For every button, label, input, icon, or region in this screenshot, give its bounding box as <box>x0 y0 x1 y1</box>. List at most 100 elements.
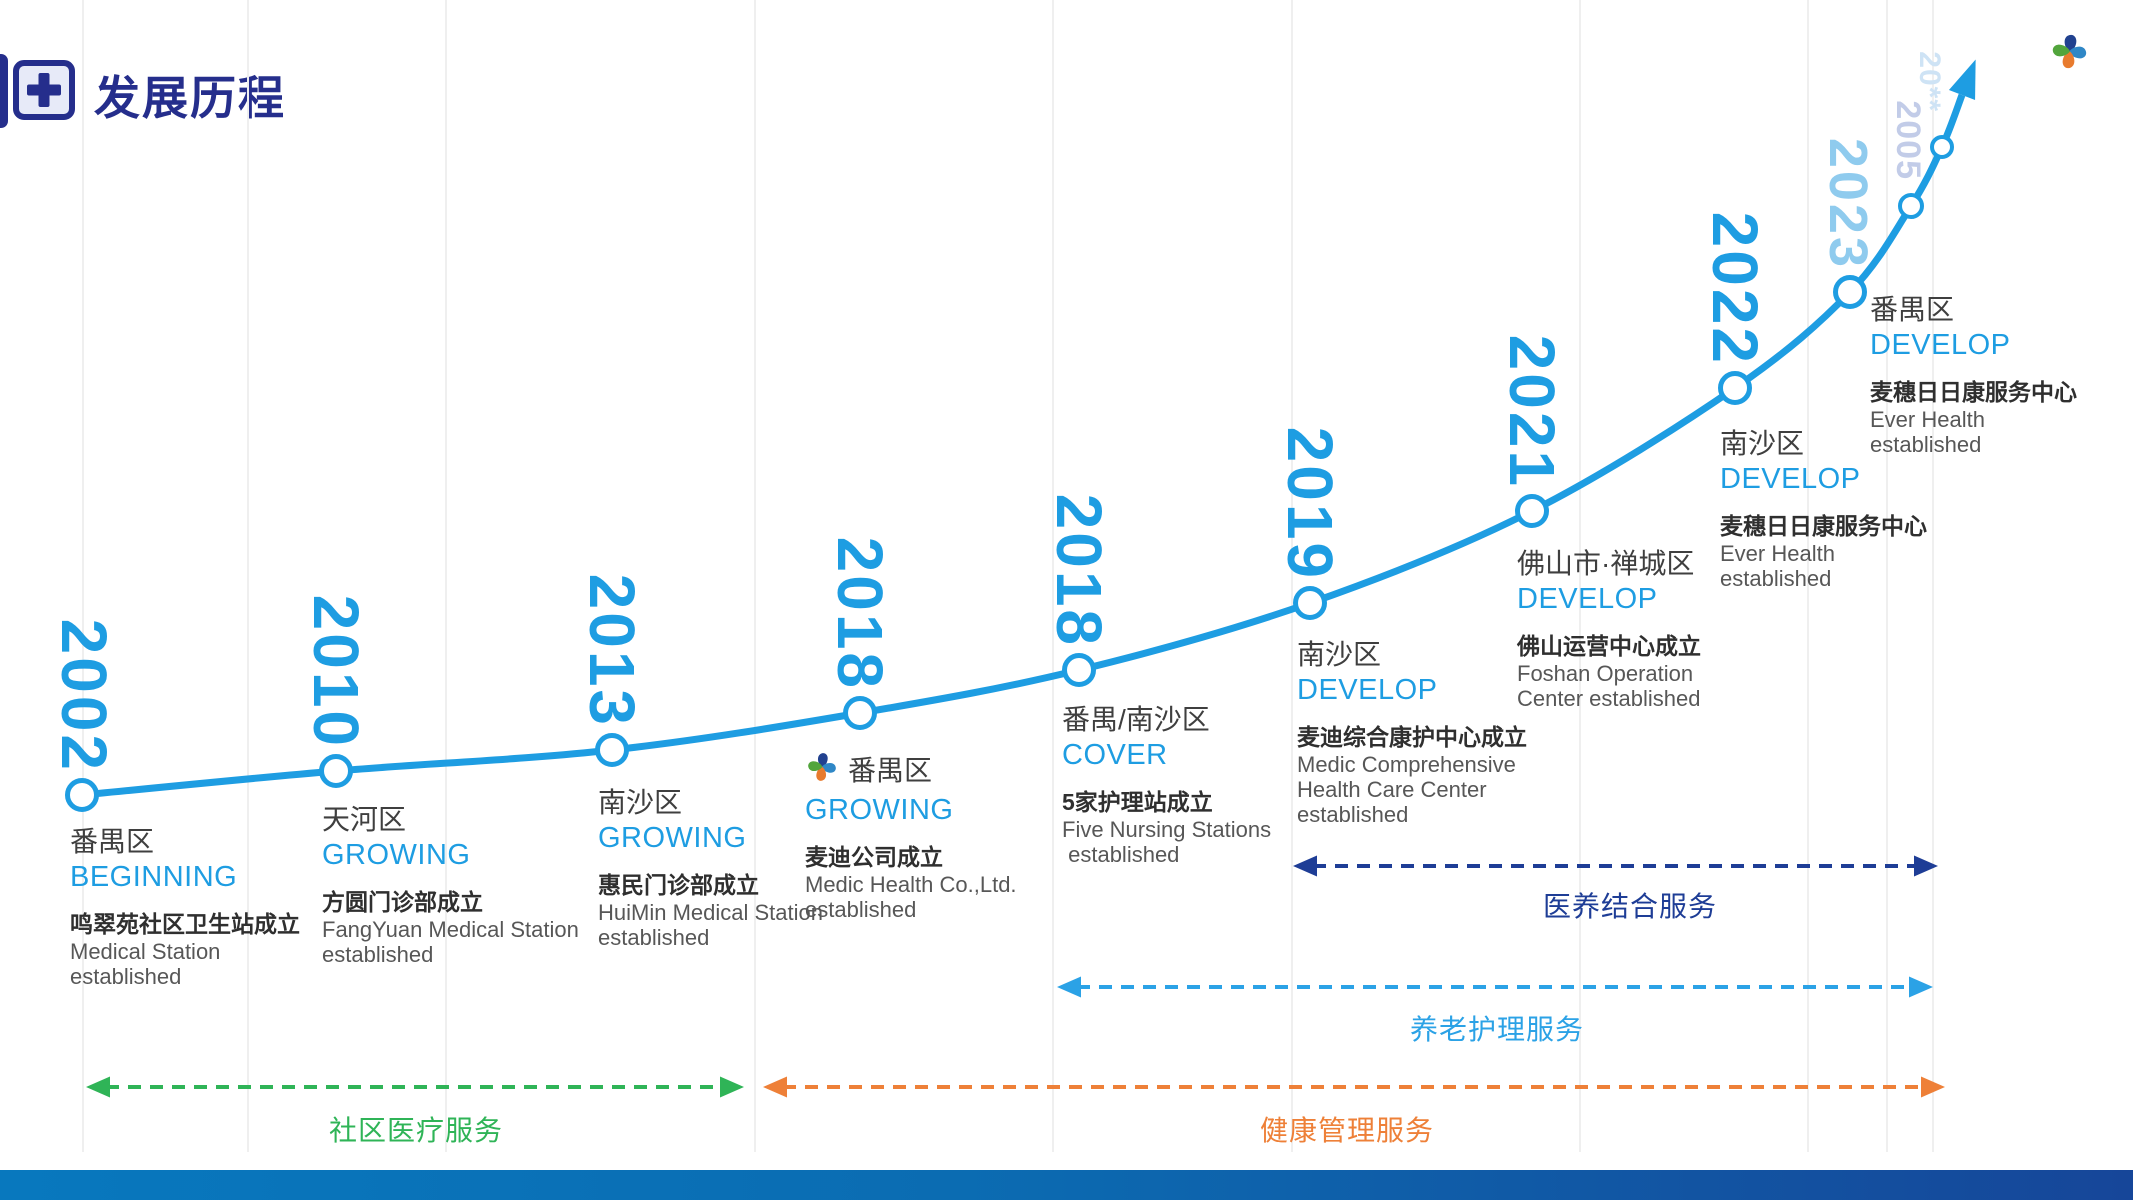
service-arrowhead <box>720 1076 744 1098</box>
milestone-title-zh: 惠民门诊部成立 <box>598 872 759 898</box>
region-label: 番禺区 <box>1870 294 1955 325</box>
milestone-desc-en: established <box>598 925 710 950</box>
future-year-label: 2005 <box>1889 100 1927 180</box>
region-label: 番禺区 <box>70 826 155 857</box>
milestone-circle <box>1718 371 1752 405</box>
growth-curve <box>81 93 1966 799</box>
region-row: 天河区 <box>322 803 579 837</box>
gridline <box>754 0 756 1152</box>
milestone-desc-en: established <box>70 964 182 989</box>
service-arrowhead <box>1921 1076 1945 1098</box>
gridline <box>247 0 249 1152</box>
milestone-desc-en: Medic Health Co.,Ltd. <box>805 872 1017 897</box>
future-year-label: 20** <box>1913 51 1946 112</box>
milestone: 佛山市·禅城区 DEVELOP 佛山运营中心成立 Foshan Operation Ce… <box>1517 547 1701 711</box>
service-arrow-label: 健康管理服务 <box>1259 1115 1435 1146</box>
region-label: 天河区 <box>322 804 407 835</box>
region-row: 佛山市·禅城区 <box>1517 547 1701 581</box>
gridline <box>1052 0 1054 1152</box>
region-label: 南沙区 <box>1720 428 1805 459</box>
milestone-title-zh: 麦穗日日康服务中心 <box>1720 513 1927 539</box>
region-label: 番禺/南沙区 <box>1062 704 1210 735</box>
milestone: 天河区 GROWING 方圆门诊部成立 FangYuan Medical Statio… <box>322 803 579 967</box>
logo-edge-fragment <box>0 54 8 128</box>
milestone-circle <box>319 754 353 788</box>
milestone-title-zh: 佛山运营中心成立 <box>1517 633 1701 659</box>
milestone-desc-en: established <box>1062 842 1180 867</box>
milestone-circle <box>1515 494 1549 528</box>
year-label: 2021 <box>1496 334 1568 489</box>
future-circle <box>1898 193 1924 219</box>
gridline <box>1579 0 1581 1152</box>
milestone-circle <box>1293 586 1327 620</box>
status-label: DEVELOP <box>1517 583 1658 615</box>
milestone-title-zh: 麦迪综合康护中心成立 <box>1297 724 1527 750</box>
milestone-title-zh: 方圆门诊部成立 <box>322 889 483 915</box>
year-label: 2018 <box>1043 493 1115 648</box>
region-label: 番禺区 <box>848 755 933 786</box>
milestone-desc-en: Ever Health <box>1720 541 1835 566</box>
status-label: GROWING <box>598 822 747 854</box>
region-row: 番禺/南沙区 <box>1062 703 1271 737</box>
status-label: GROWING <box>322 839 471 871</box>
region-row: 番禺区 <box>805 750 1017 792</box>
region-row: 番禺区 <box>70 825 300 859</box>
milestone-desc-en: established <box>805 897 917 922</box>
page-title: 发展历程 <box>94 72 286 124</box>
year-label: 2013 <box>576 573 648 728</box>
service-arrowhead <box>1057 976 1081 998</box>
milestone-circle <box>843 696 877 730</box>
year-label: 2010 <box>300 594 372 749</box>
milestone-desc-en: Five Nursing Stations <box>1062 817 1272 842</box>
region-row: 南沙区 <box>1720 427 1927 461</box>
region-row: 南沙区 <box>598 786 823 820</box>
milestone-desc-en: established <box>1720 566 1832 591</box>
gridline <box>445 0 447 1152</box>
gridline <box>1291 0 1293 1152</box>
milestone-desc-en: Ever Health <box>1870 407 1985 432</box>
service-arrowhead <box>1909 976 1933 998</box>
milestone-title-zh: 鸣翠苑社区卫生站成立 <box>70 911 300 937</box>
milestone: 番禺区 DEVELOP 麦穗日日康服务中心 Ever Health establishe… <box>1870 293 2077 457</box>
milestone-title-zh: 麦迪公司成立 <box>805 844 943 870</box>
status-label: COVER <box>1062 739 1168 771</box>
region-row: 番禺区 <box>1870 293 2077 327</box>
milestone-desc-en: Center established <box>1517 686 1701 711</box>
milestone-desc-en: established <box>1870 432 1982 457</box>
milestone-title-zh: 5家护理站成立 <box>1062 789 1213 815</box>
gridline <box>1932 0 1934 1152</box>
service-arrowhead <box>86 1076 110 1098</box>
status-label: DEVELOP <box>1720 463 1861 495</box>
service-arrowhead <box>1293 855 1317 877</box>
milestone-circle <box>1833 275 1867 309</box>
year-label: 2019 <box>1274 426 1346 581</box>
region-row: 南沙区 <box>1297 638 1527 672</box>
brand-pinwheel-logo-icon <box>2049 31 2090 72</box>
region-label: 南沙区 <box>1297 639 1382 670</box>
gridline <box>1886 0 1888 1152</box>
milestone: 南沙区 DEVELOP 麦迪综合康护中心成立 Medic Comprehensive H… <box>1297 638 1527 827</box>
service-arrowhead <box>1914 855 1938 877</box>
gridline <box>82 0 84 1152</box>
medic-pinwheel-logo-icon <box>805 750 839 792</box>
milestone-circle <box>595 733 629 767</box>
milestone-desc-en: HuiMin Medical Station <box>598 900 823 925</box>
milestone-desc-en: Medic Comprehensive <box>1297 752 1516 777</box>
status-label: DEVELOP <box>1297 674 1438 706</box>
status-label: DEVELOP <box>1870 329 2011 361</box>
milestone-desc-en: Health Care Center <box>1297 777 1487 802</box>
year-label: 2023 <box>1818 137 1878 270</box>
milestone: 番禺区 BEGINNING 鸣翠苑社区卫生站成立 Medical Station est… <box>70 825 300 989</box>
milestone-circle <box>1062 653 1096 687</box>
milestone-circle <box>65 778 99 812</box>
year-label: 2002 <box>48 618 120 773</box>
milestone-desc-en: Medical Station <box>70 939 221 964</box>
milestone-desc-en: FangYuan Medical Station <box>322 917 579 942</box>
milestone-desc-en: established <box>322 942 434 967</box>
milestone: 南沙区 DEVELOP 麦穗日日康服务中心 Ever Health establishe… <box>1720 427 1927 591</box>
service-arrow-label: 医养结合服务 <box>1542 891 1718 922</box>
year-label: 2018 <box>824 536 896 691</box>
milestone-desc-en: Foshan Operation <box>1517 661 1694 686</box>
status-label: GROWING <box>805 794 954 826</box>
